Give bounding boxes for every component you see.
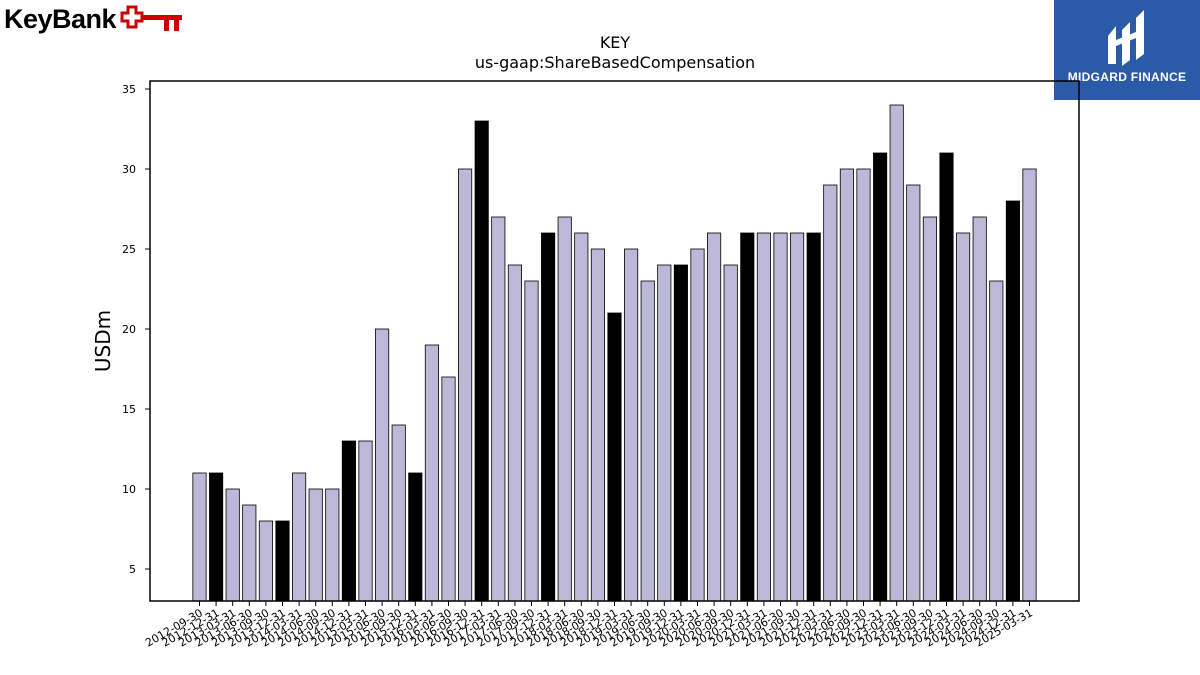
bar-2024-06-30 (972, 216, 987, 602)
bar-2024-03-31 (956, 232, 971, 602)
bar-2020-12-31 (740, 232, 755, 602)
bar-2013-06-30 (242, 504, 257, 602)
keybank-logo-text: KeyBank (4, 4, 117, 34)
bar-2022-09-30 (856, 168, 871, 602)
bar-2021-03-31 (756, 232, 771, 602)
bar-2023-06-30 (906, 184, 921, 602)
bars-group (192, 104, 1037, 602)
key-icon (120, 5, 183, 31)
bar-2018-06-30 (574, 232, 589, 602)
bar-2024-09-30 (989, 280, 1004, 602)
bar-2015-09-30 (391, 424, 406, 602)
bar-2020-09-30 (723, 264, 738, 602)
bar-2021-06-30 (773, 232, 788, 602)
y-tick-label: 15 (122, 403, 136, 416)
bar-2016-12-31 (474, 120, 489, 602)
bar-2019-12-31 (673, 264, 688, 602)
bar-2014-03-31 (292, 472, 307, 602)
bar-2012-09-30 (192, 472, 207, 602)
y-tick-label: 5 (129, 563, 136, 576)
bar-2013-09-30 (258, 520, 273, 602)
bar-2024-12-31 (1005, 200, 1020, 602)
plot-frame (149, 80, 1080, 602)
bar-2015-06-30 (375, 328, 390, 602)
y-tick-label: 20 (122, 323, 136, 336)
x-axis: 2012-09-302012-12-312013-03-312013-06-30… (143, 601, 1035, 650)
bar-2023-12-31 (939, 152, 954, 602)
bar-2017-06-30 (507, 264, 522, 602)
bar-2023-09-30 (922, 216, 937, 602)
chart-subtitle: us-gaap:ShareBasedCompensation (475, 53, 755, 72)
bar-2022-12-31 (873, 152, 888, 602)
bar-2016-03-31 (424, 344, 439, 602)
bar-2015-03-31 (358, 440, 373, 602)
bar-2014-09-30 (325, 488, 340, 602)
bar-2017-09-30 (524, 280, 539, 602)
y-tick-label: 25 (122, 243, 136, 256)
bar-2023-03-31 (889, 104, 904, 602)
y-tick-label: 10 (122, 483, 136, 496)
bar-2014-12-31 (341, 440, 356, 602)
keybank-logo: KeyBank (4, 4, 186, 35)
bar-2022-06-30 (839, 168, 854, 602)
y-tick-label: 30 (122, 163, 136, 176)
bar-2013-12-31 (275, 520, 290, 602)
bar-2021-12-31 (806, 232, 821, 602)
y-axis: 5 10 15 20 25 30 35 (122, 83, 150, 576)
bar-2020-03-31 (690, 248, 705, 602)
midgard-logo-icon (1108, 10, 1144, 66)
chart-title: KEY (600, 33, 631, 52)
bar-2022-03-31 (823, 184, 838, 602)
bar-2021-09-30 (790, 232, 805, 602)
bar-2017-12-31 (541, 232, 556, 602)
bar-2013-03-31 (225, 488, 240, 602)
bar-2020-06-30 (707, 232, 722, 602)
bar-2018-12-31 (607, 312, 622, 602)
bar-2019-09-30 (657, 264, 672, 602)
y-tick-label: 35 (122, 83, 136, 96)
bar-2015-12-31 (408, 472, 423, 602)
bar-2018-03-31 (557, 216, 572, 602)
bar-2019-03-31 (624, 248, 639, 602)
bar-2014-06-30 (308, 488, 323, 602)
bar-2019-06-30 (640, 280, 655, 602)
midgard-logo-text: MIDGARD FINANCE (1067, 70, 1187, 84)
bar-2017-03-31 (491, 216, 506, 602)
bar-2018-09-30 (590, 248, 605, 602)
bar-2016-06-30 (441, 376, 456, 602)
bar-2016-09-30 (458, 168, 473, 602)
bar-2012-12-31 (209, 472, 224, 602)
y-axis-label: USDm (91, 310, 115, 372)
bar-2025-03-31 (1022, 168, 1037, 602)
